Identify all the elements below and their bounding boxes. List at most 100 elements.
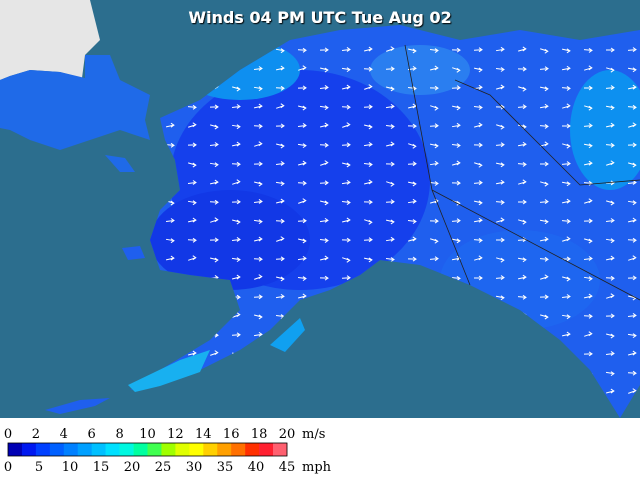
wind-arrow (320, 160, 329, 166)
wind-arrow (319, 85, 329, 90)
wind-arrow (319, 217, 329, 223)
wind-arrow (561, 218, 571, 224)
ms-tick-label: 8 (115, 427, 123, 442)
wind-arrow (275, 161, 285, 166)
wind-arrow (430, 238, 439, 244)
wind-arrow (386, 141, 395, 147)
wind-arrow (539, 103, 549, 109)
wind-arrow (605, 238, 615, 244)
wind-arrow (363, 237, 373, 243)
wind-arrow (188, 162, 197, 168)
wind-arrow (539, 66, 549, 72)
wind-arrow (363, 257, 373, 263)
wind-arrow (385, 236, 395, 242)
wind-arrow (341, 200, 351, 205)
mph-tick-label: 5 (35, 460, 43, 475)
wind-arrow (408, 236, 417, 242)
wind-arrow (319, 105, 329, 111)
wind-arrow (386, 46, 395, 52)
wind-arrow (341, 142, 351, 148)
wind-arrow (231, 332, 241, 338)
wind-arrow (517, 294, 527, 300)
wind-arrow (297, 123, 307, 128)
wind-arrow (583, 218, 593, 224)
wind-arrow (606, 293, 615, 299)
wind-arrow (253, 256, 263, 262)
wind-arrow (495, 67, 505, 72)
wind-arrow (165, 122, 175, 128)
wind-arrow (473, 238, 483, 243)
wind-arrow (231, 104, 241, 109)
wind-arrow (341, 84, 351, 90)
wind-arrow (473, 142, 483, 148)
wind-arrow (451, 218, 461, 224)
wind-arrow (540, 314, 549, 320)
wind-arrow (606, 200, 615, 206)
wind-arrow (583, 143, 593, 149)
wind-arrow (297, 276, 307, 281)
wind-arrow (253, 331, 263, 337)
wind-arrow (254, 141, 263, 147)
wind-arrow (210, 257, 219, 263)
wind-arrow (319, 122, 329, 128)
wind-arrow (495, 179, 505, 185)
wind-arrow (496, 237, 505, 243)
wind-arrow (341, 179, 351, 185)
wind-arrow (275, 65, 285, 71)
mph-unit: mph (302, 460, 332, 475)
wind-arrow (253, 314, 263, 320)
wind-arrow (517, 124, 527, 130)
wind-arrow (187, 217, 197, 223)
color-swatch (147, 443, 162, 456)
wind-arrow (275, 181, 285, 187)
wind-arrow (231, 274, 241, 280)
mph-tick-label: 30 (186, 460, 203, 475)
wind-arrow (342, 257, 351, 263)
wind-arrow (298, 198, 307, 204)
wind-arrow (605, 85, 615, 90)
wind-arrow (297, 218, 307, 224)
wind-arrow (562, 276, 571, 282)
wind-arrow (342, 122, 351, 128)
wind-arrow (319, 180, 329, 186)
wind-arrow (210, 124, 219, 130)
wind-arrow (341, 47, 351, 52)
wind-arrow (627, 217, 637, 223)
wind-arrow (407, 161, 417, 167)
wind-arrow (341, 104, 351, 110)
wind-arrow (474, 275, 483, 281)
wind-arrow (342, 217, 351, 223)
wind-arrow (451, 255, 461, 261)
wind-arrow (451, 47, 461, 53)
wind-arrow (496, 257, 505, 263)
wind-arrow (474, 122, 483, 128)
wind-arrow (495, 104, 505, 110)
wind-arrow (540, 48, 549, 54)
wind-arrow (165, 218, 175, 223)
wind-arrow (275, 218, 285, 224)
wind-arrow (188, 122, 197, 128)
wind-arrow (187, 350, 197, 356)
wind-arrow (561, 331, 571, 337)
wind-arrow (341, 67, 351, 73)
wind-arrow (320, 255, 329, 261)
ms-tick-label: 18 (251, 427, 268, 442)
wind-arrow (584, 238, 593, 244)
wind-arrow (165, 255, 175, 261)
wind-arrow (539, 219, 549, 225)
wind-arrow (363, 162, 373, 167)
wind-arrow (539, 256, 549, 262)
ms-tick-label: 10 (139, 427, 156, 442)
wind-arrow (451, 180, 461, 186)
wind-arrow (495, 275, 505, 280)
mph-tick-label: 0 (4, 460, 12, 475)
wind-arrow (627, 350, 637, 356)
wind-arrow (605, 218, 615, 223)
mph-tick-label: 10 (62, 460, 79, 475)
wind-arrow (187, 180, 197, 185)
wind-arrow (583, 351, 593, 357)
wind-arrow (407, 48, 417, 54)
wind-arrow (363, 199, 373, 205)
wind-arrow (517, 274, 527, 280)
wind-arrow (386, 181, 395, 187)
